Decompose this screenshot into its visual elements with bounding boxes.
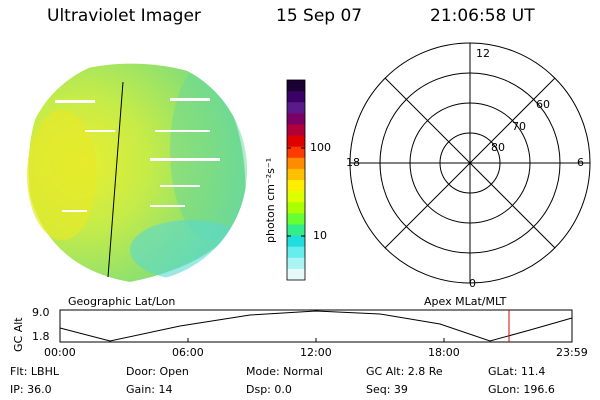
info-dsp: Dsp: 0.0 (246, 383, 292, 396)
info-glon: GLon: 196.6 (488, 383, 555, 396)
time-label: 21:06:58 UT (430, 6, 535, 26)
info-gain: Gain: 14 (126, 383, 173, 396)
colorbar-band (287, 268, 305, 281)
colorbar-band (287, 91, 305, 103)
lat-label-80: 80 (491, 141, 505, 154)
polar-grid (349, 42, 591, 284)
mlt-label-18: 18 (346, 156, 360, 169)
colorbar-unit-label: photon cm⁻²s⁻¹ (264, 157, 277, 243)
colorbar-band (287, 202, 305, 214)
colorbar-band (287, 135, 305, 148)
meridian-line (107, 81, 124, 278)
caption-apex: Apex MLat/MLT (424, 295, 507, 308)
colorbar-band (287, 102, 305, 114)
colorbar-band (287, 168, 305, 181)
lat-label-70: 70 (512, 120, 526, 133)
info-ip: IP: 36.0 (10, 383, 52, 396)
info-seq: Seq: 39 (366, 383, 408, 396)
info-mode: Mode: Normal (246, 365, 323, 378)
colorbar-band (287, 157, 305, 170)
colorbar-band (287, 124, 305, 137)
colorbar-tick-10: 10 (313, 229, 327, 242)
instrument-title: Ultraviolet Imager (47, 6, 201, 26)
colorbar-band (287, 257, 305, 270)
info-filter: Flt: LBHL (10, 365, 59, 378)
colorbar-band (287, 80, 305, 92)
info-glat: GLat: 11.4 (488, 365, 546, 378)
altitude-panel-frame (59, 309, 573, 343)
mlt-label-12: 12 (476, 47, 490, 60)
xtick-0600: 06:00 (172, 346, 204, 359)
colorbar-band (287, 246, 305, 259)
altitude-curve (59, 310, 573, 342)
colorbar-band (287, 146, 305, 159)
colorbar-band (287, 180, 305, 192)
altitude-ylabel: GC Alt (12, 317, 25, 352)
xtick-1200: 12:00 (300, 346, 332, 359)
lat-label-60: 60 (536, 98, 550, 111)
xtick-0000: 00:00 (44, 346, 76, 359)
xtick-2359: 23:59 (556, 346, 588, 359)
date-label: 15 Sep 07 (276, 6, 363, 26)
colorbar-band (287, 213, 305, 225)
colorbar-band (287, 235, 305, 248)
altitude-ytick-9: 9.0 (32, 306, 50, 319)
colorbar-band (287, 113, 305, 125)
mlt-label-6: 6 (577, 156, 584, 169)
info-door: Door: Open (126, 365, 189, 378)
colorbar-band (287, 191, 305, 203)
caption-geographic: Geographic Lat/Lon (68, 295, 176, 308)
uv-image-disk (27, 60, 247, 282)
colorbar (287, 80, 305, 281)
info-gc-alt: GC Alt: 2.8 Re (366, 365, 443, 378)
xtick-1800: 18:00 (428, 346, 460, 359)
colorbar-tick-100: 100 (310, 141, 331, 154)
mlt-label-0: 0 (469, 277, 476, 290)
altitude-ytick-1-8: 1.8 (32, 330, 50, 343)
colorbar-band (287, 224, 305, 237)
